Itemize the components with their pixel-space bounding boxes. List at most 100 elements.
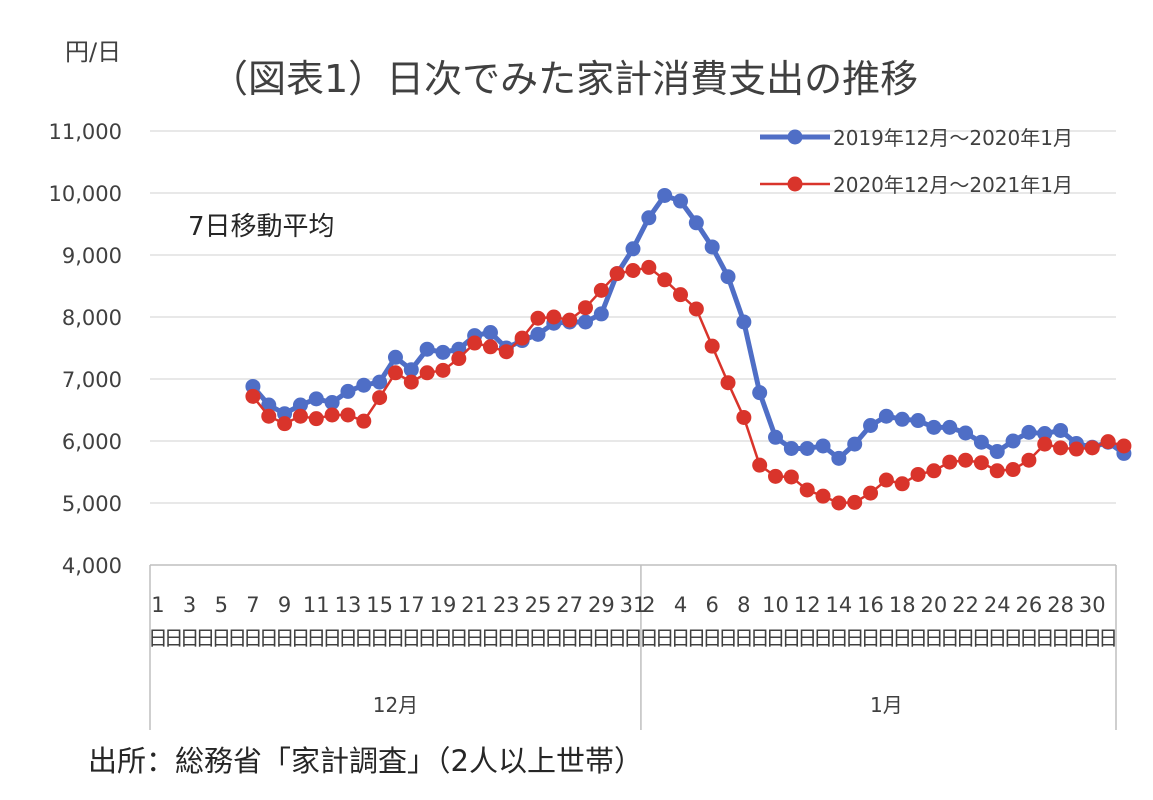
x-tick-day-suffix: 日 — [496, 626, 516, 650]
x-tick-label: 10 — [762, 593, 789, 617]
data-point — [625, 241, 641, 257]
x-tick-day-suffix: 日 — [639, 626, 659, 650]
data-point — [1005, 433, 1021, 449]
x-tick-label: 22 — [952, 593, 979, 617]
x-tick-day-suffix: 日 — [560, 626, 580, 650]
y-tick-label: 7,000 — [62, 368, 122, 392]
data-point — [910, 413, 926, 429]
x-tick-label: 23 — [493, 593, 520, 617]
x-tick-day-suffix: 日 — [892, 626, 912, 650]
legend-label: 2020年12月～2021年1月 — [833, 173, 1073, 197]
data-point — [277, 416, 293, 432]
data-point — [562, 312, 578, 328]
x-tick-day-suffix: 日 — [211, 626, 231, 650]
data-point — [482, 325, 498, 340]
x-tick-day-suffix: 日 — [480, 626, 500, 650]
x-tick-day-suffix: 日 — [385, 626, 405, 650]
data-point — [1021, 424, 1037, 440]
x-tick-day-suffix: 日 — [1098, 626, 1118, 650]
x-tick-label: 31 — [620, 593, 647, 617]
data-point — [831, 495, 847, 511]
data-point — [451, 351, 467, 367]
x-tick-label: 18 — [889, 593, 916, 617]
x-tick-label: 17 — [398, 593, 425, 617]
data-point — [878, 472, 894, 488]
data-point — [419, 341, 435, 357]
data-point — [942, 419, 958, 435]
data-point — [783, 440, 799, 456]
data-point — [577, 314, 593, 330]
data-point — [261, 397, 277, 413]
data-point — [372, 390, 388, 406]
x-tick-day-suffix: 日 — [338, 626, 358, 650]
data-point — [245, 388, 261, 404]
data-point — [1037, 426, 1053, 442]
y-tick-label: 11,000 — [49, 120, 122, 144]
x-tick-label: 30 — [1079, 593, 1106, 617]
data-point — [467, 335, 483, 351]
data-point — [403, 362, 419, 378]
data-point — [530, 326, 546, 342]
data-point — [989, 444, 1005, 460]
data-point — [340, 383, 356, 399]
data-point — [308, 411, 324, 427]
data-point — [847, 436, 863, 452]
data-point — [847, 494, 863, 510]
x-tick-day-suffix: 日 — [686, 626, 706, 650]
data-point — [387, 365, 403, 381]
x-tick-day-suffix: 日 — [956, 626, 976, 650]
x-tick-day-suffix: 日 — [718, 626, 738, 650]
x-tick-day-suffix: 日 — [354, 626, 374, 650]
x-tick-label: 13 — [335, 593, 362, 617]
data-point — [625, 263, 641, 278]
data-point — [1116, 438, 1132, 454]
x-tick-day-suffix: 日 — [940, 626, 960, 650]
y-tick-label: 10,000 — [49, 182, 122, 206]
x-tick-label: 6 — [705, 593, 718, 617]
data-point — [1053, 440, 1069, 456]
data-point — [356, 377, 372, 393]
data-point — [1037, 436, 1053, 452]
data-point — [799, 440, 815, 456]
x-tick-day-suffix: 日 — [971, 626, 991, 650]
x-tick-day-suffix: 日 — [1051, 626, 1071, 650]
x-tick-label: 12 — [794, 593, 821, 617]
y-tick-label: 5,000 — [62, 492, 122, 516]
x-tick-day-suffix: 日 — [797, 626, 817, 650]
data-point — [324, 407, 340, 423]
x-tick-day-suffix: 日 — [924, 626, 944, 650]
data-point — [815, 438, 831, 454]
data-point — [688, 301, 704, 317]
data-point — [498, 344, 514, 360]
data-point — [958, 425, 974, 441]
data-point — [973, 434, 989, 450]
x-tick-label: 11 — [303, 593, 330, 617]
data-point — [894, 411, 910, 427]
data-point — [403, 374, 419, 390]
x-tick-label: 9 — [278, 593, 291, 617]
x-tick-day-suffix: 日 — [876, 626, 896, 650]
data-point — [989, 463, 1005, 479]
x-tick-label: 14 — [826, 593, 853, 617]
x-tick-day-suffix: 日 — [591, 626, 611, 650]
data-point — [482, 339, 498, 355]
x-tick-day-suffix: 日 — [671, 626, 691, 650]
data-point — [530, 310, 546, 326]
y-tick-label: 4,000 — [62, 554, 122, 578]
data-point — [657, 272, 673, 288]
data-point — [673, 287, 689, 303]
data-point — [641, 210, 657, 226]
data-point — [1068, 441, 1084, 457]
moving-average-annotation: 7日移動平均 — [188, 212, 335, 242]
x-tick-label: 28 — [1047, 593, 1074, 617]
x-tick-label: 8 — [737, 593, 750, 617]
data-point — [419, 365, 435, 381]
data-point — [340, 407, 356, 423]
x-tick-day-suffix: 日 — [290, 626, 310, 650]
month-label: 1月 — [870, 693, 903, 717]
x-tick-day-suffix: 日 — [544, 626, 564, 650]
data-point — [768, 429, 784, 445]
x-tick-day-suffix: 日 — [1082, 626, 1102, 650]
x-tick-label: 27 — [556, 593, 583, 617]
